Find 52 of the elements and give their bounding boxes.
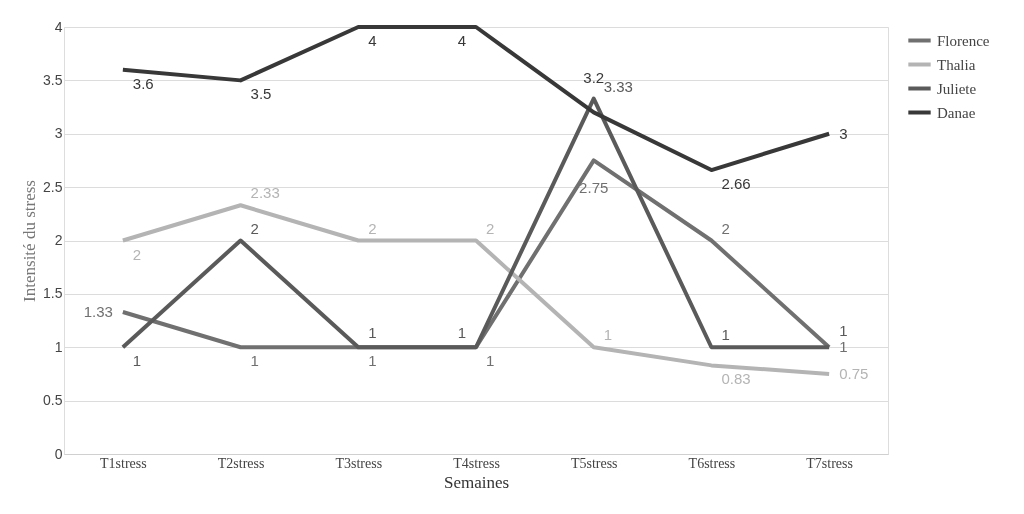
data-label: 4 [457,32,466,49]
y-tick-label: 3 [54,125,63,142]
y-tick-label: 1.5 [43,285,63,302]
data-label: 0.83 [721,370,751,388]
data-label: 1 [368,324,377,342]
data-label: 2.33 [250,184,280,202]
data-label: 4 [368,32,377,49]
y-tick-label: 0 [54,445,63,462]
data-label: 1 [132,352,142,370]
y-axis-title: Intensité du stress [20,180,40,302]
y-tick-label: 1 [54,338,63,355]
x-tick-label: T2stress [217,455,265,471]
y-tick-label: 4 [54,18,63,35]
data-label: 3.5 [250,85,272,103]
data-label: 2 [486,219,495,237]
legend-label: Juliete [937,80,977,97]
y-tick-label: 3.5 [43,71,63,88]
y-tick-label: 2 [54,232,63,248]
data-label: 1 [721,326,730,344]
x-tick-label: T5stress [570,455,618,471]
data-label: 3.33 [603,77,633,95]
data-label: 3 [839,124,848,142]
y-tick-label: 0.5 [43,392,63,409]
data-label: 2 [368,219,377,237]
data-label: 3.6 [132,74,154,92]
x-tick-label: T3stress [335,455,383,471]
x-tick-label: T6stress [688,455,736,471]
x-tick-label: T4stress [453,455,500,471]
line-series [120,203,832,376]
data-label: 2.66 [721,175,751,193]
x-tick-label: T1stress [100,455,147,471]
data-label: 1 [486,352,495,370]
legend-label: Thalia [937,56,976,73]
data-label: 1 [250,352,259,370]
x-axis-title: Semaines [443,472,510,492]
line-series [120,25,832,173]
y-tick-label: 2.5 [43,178,63,195]
data-label: 1 [839,338,848,356]
data-label: 1 [368,352,377,370]
data-label: 1 [839,322,848,340]
data-label: 1 [457,324,466,342]
data-label: 2 [721,219,730,237]
data-label: 0.75 [839,364,869,382]
x-tick-label: T7stress [806,455,853,471]
data-label: 2 [132,245,142,263]
data-label: 2.75 [579,179,609,197]
data-label: 1 [603,326,613,344]
data-label: 2 [250,219,259,237]
legend-label: Florence [937,32,990,49]
data-label: 1.33 [83,303,113,321]
data-label: 3.2 [583,69,605,87]
legend-label: Danae [937,104,976,121]
